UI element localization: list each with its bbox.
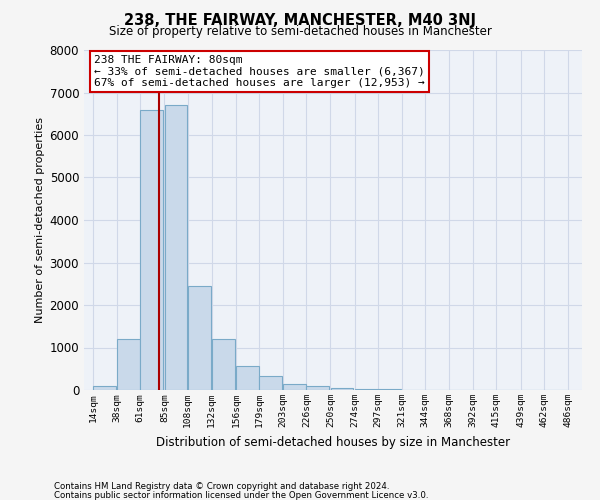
Bar: [164, 106, 187, 390]
Text: Contains HM Land Registry data © Crown copyright and database right 2024.: Contains HM Land Registry data © Crown c…: [54, 482, 389, 491]
Bar: [259, 376, 282, 390]
Bar: [331, 388, 353, 390]
Bar: [188, 286, 211, 390]
Text: Size of property relative to semi-detached houses in Manchester: Size of property relative to semi-detach…: [109, 25, 491, 38]
Y-axis label: Number of semi-detached properties: Number of semi-detached properties: [35, 117, 46, 323]
X-axis label: Distribution of semi-detached houses by size in Manchester: Distribution of semi-detached houses by …: [156, 436, 510, 448]
Bar: [140, 110, 163, 390]
Text: 238, THE FAIRWAY, MANCHESTER, M40 3NJ: 238, THE FAIRWAY, MANCHESTER, M40 3NJ: [124, 12, 476, 28]
Bar: [307, 386, 329, 390]
Bar: [236, 366, 259, 390]
Bar: [283, 384, 306, 390]
Text: 238 THE FAIRWAY: 80sqm
← 33% of semi-detached houses are smaller (6,367)
67% of : 238 THE FAIRWAY: 80sqm ← 33% of semi-det…: [94, 55, 425, 88]
Bar: [212, 339, 235, 390]
Bar: [118, 339, 140, 390]
Bar: [355, 389, 377, 390]
Text: Contains public sector information licensed under the Open Government Licence v3: Contains public sector information licen…: [54, 491, 428, 500]
Bar: [93, 386, 116, 390]
